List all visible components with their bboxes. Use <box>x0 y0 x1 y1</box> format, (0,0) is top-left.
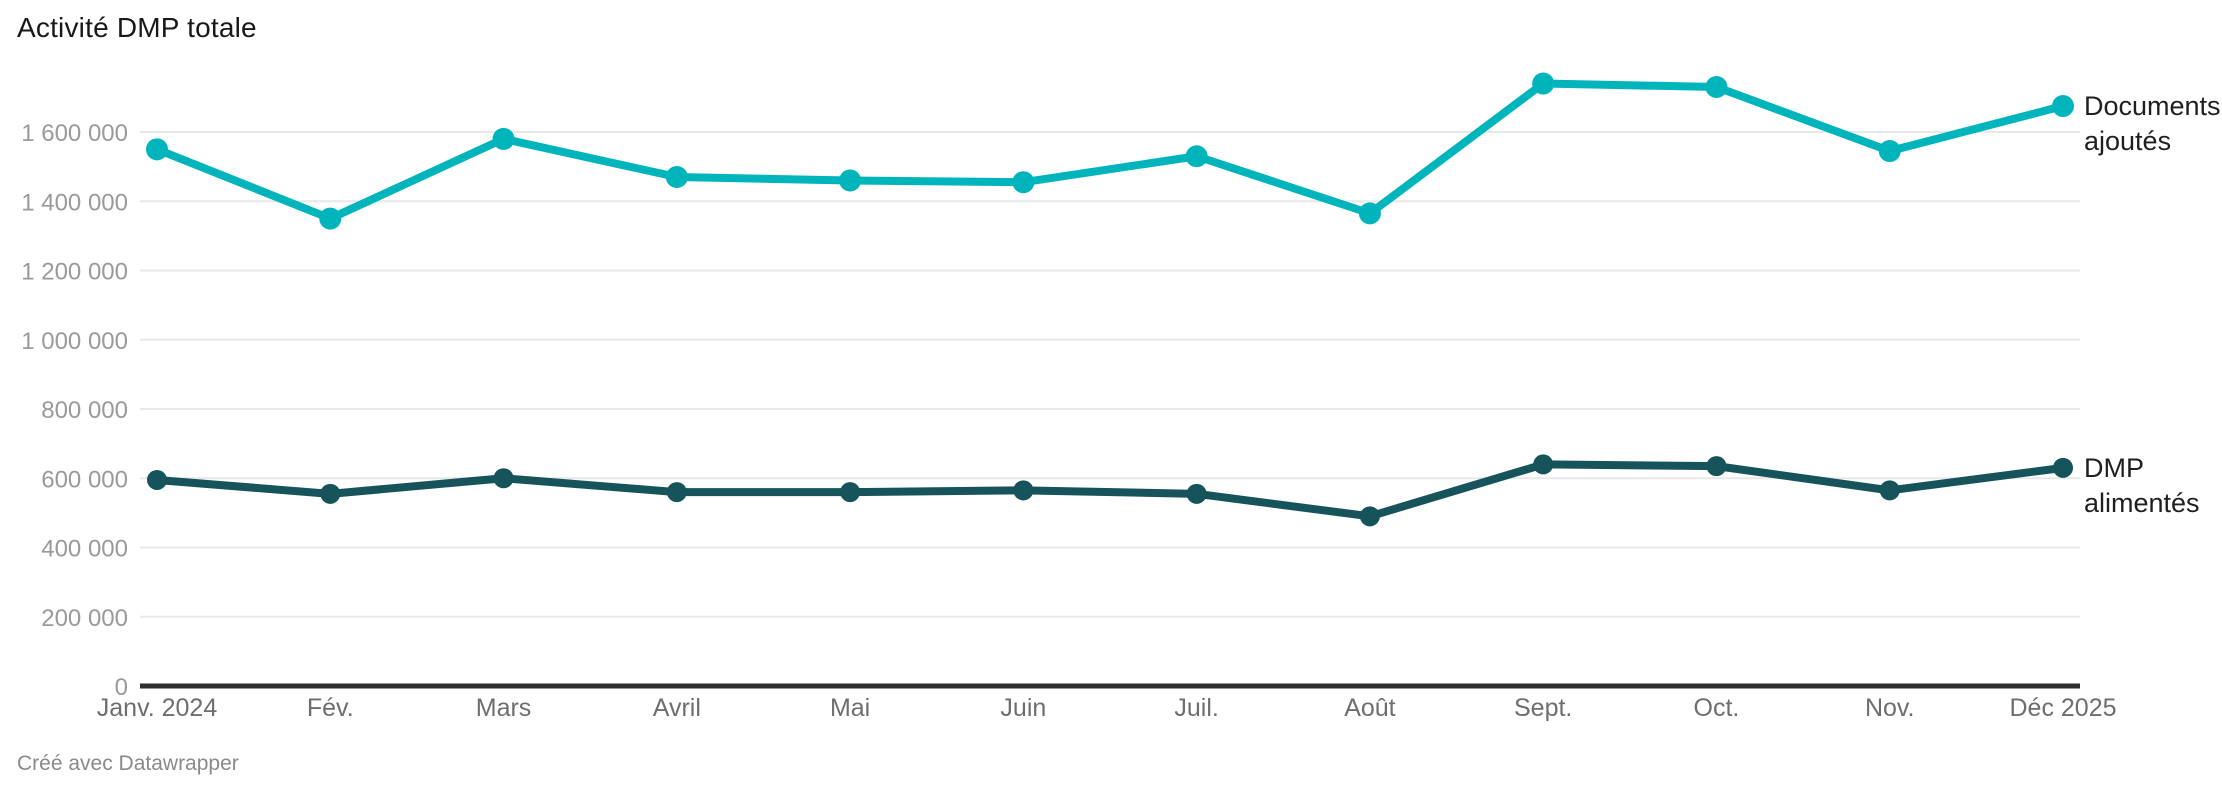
attribution-text: Créé avec Datawrapper <box>17 752 239 775</box>
data-point-dmp-alimentes[interactable] <box>147 469 167 490</box>
series-label-documents-ajoutes: Documents <box>2084 91 2221 121</box>
y-tick-label: 400 000 <box>41 536 128 563</box>
x-tick-label: Nov. <box>1865 694 1915 722</box>
y-tick-label: 800 000 <box>41 397 128 424</box>
data-point-dmp-alimentes[interactable] <box>1186 483 1207 504</box>
data-point-dmp-alimentes[interactable] <box>1359 506 1380 527</box>
data-point-documents-ajoutes[interactable] <box>1705 75 1728 98</box>
series-label-documents-ajoutes: ajoutés <box>2084 126 2171 156</box>
y-tick-label: 1 400 000 <box>21 189 128 216</box>
data-point-dmp-alimentes[interactable] <box>1706 456 1727 477</box>
data-point-documents-ajoutes[interactable] <box>319 207 342 230</box>
data-point-documents-ajoutes[interactable] <box>146 138 168 161</box>
data-point-documents-ajoutes[interactable] <box>1358 202 1381 225</box>
data-point-documents-ajoutes[interactable] <box>665 166 688 189</box>
y-tick-label: 600 000 <box>41 466 128 493</box>
y-tick-label: 1 000 000 <box>21 328 128 355</box>
x-tick-label: Mars <box>476 694 532 722</box>
data-point-documents-ajoutes[interactable] <box>492 127 515 150</box>
x-tick-label: Déc 2025 <box>2009 694 2116 722</box>
series-line-documents-ajoutes <box>153 79 2067 223</box>
series-label-dmp-alimentes: DMP <box>2084 453 2144 483</box>
data-point-documents-ajoutes[interactable] <box>1532 72 1555 95</box>
data-point-documents-ajoutes[interactable] <box>839 169 862 192</box>
data-point-dmp-alimentes[interactable] <box>1013 480 1034 501</box>
y-tick-label: 1 600 000 <box>21 120 128 147</box>
chart-title: Activité DMP totale <box>17 12 257 43</box>
x-tick-label: Août <box>1344 694 1395 722</box>
y-tick-label: 200 000 <box>41 605 128 632</box>
x-tick-label: Mai <box>830 694 870 722</box>
x-tick-label: Sept. <box>1514 694 1572 722</box>
series-label-dmp-alimentes: alimentés <box>2084 488 2200 518</box>
x-tick-label: Fév. <box>307 694 354 722</box>
y-tick-label: 1 200 000 <box>21 259 128 286</box>
data-point-dmp-alimentes[interactable] <box>1879 480 1900 501</box>
data-point-dmp-alimentes[interactable] <box>320 483 341 504</box>
x-tick-label: Juil. <box>1174 694 1218 722</box>
x-tick-label: Janv. 2024 <box>97 694 218 722</box>
data-point-dmp-alimentes[interactable] <box>493 468 514 489</box>
x-tick-label: Oct. <box>1694 694 1740 722</box>
data-point-documents-ajoutes[interactable] <box>1012 171 1035 194</box>
data-point-dmp-alimentes[interactable] <box>840 482 861 503</box>
data-point-dmp-alimentes[interactable] <box>1533 454 1554 475</box>
series-line-dmp-alimentes <box>153 460 2067 521</box>
data-point-documents-ajoutes[interactable] <box>2052 95 2074 118</box>
data-point-dmp-alimentes[interactable] <box>666 482 687 503</box>
x-tick-label: Avril <box>653 694 701 722</box>
x-tick-label: Juin <box>1000 694 1046 722</box>
data-point-documents-ajoutes[interactable] <box>1185 145 1208 168</box>
y-tick-label: 0 <box>115 674 128 701</box>
data-point-documents-ajoutes[interactable] <box>1878 140 1901 163</box>
data-point-dmp-alimentes[interactable] <box>2053 457 2073 478</box>
